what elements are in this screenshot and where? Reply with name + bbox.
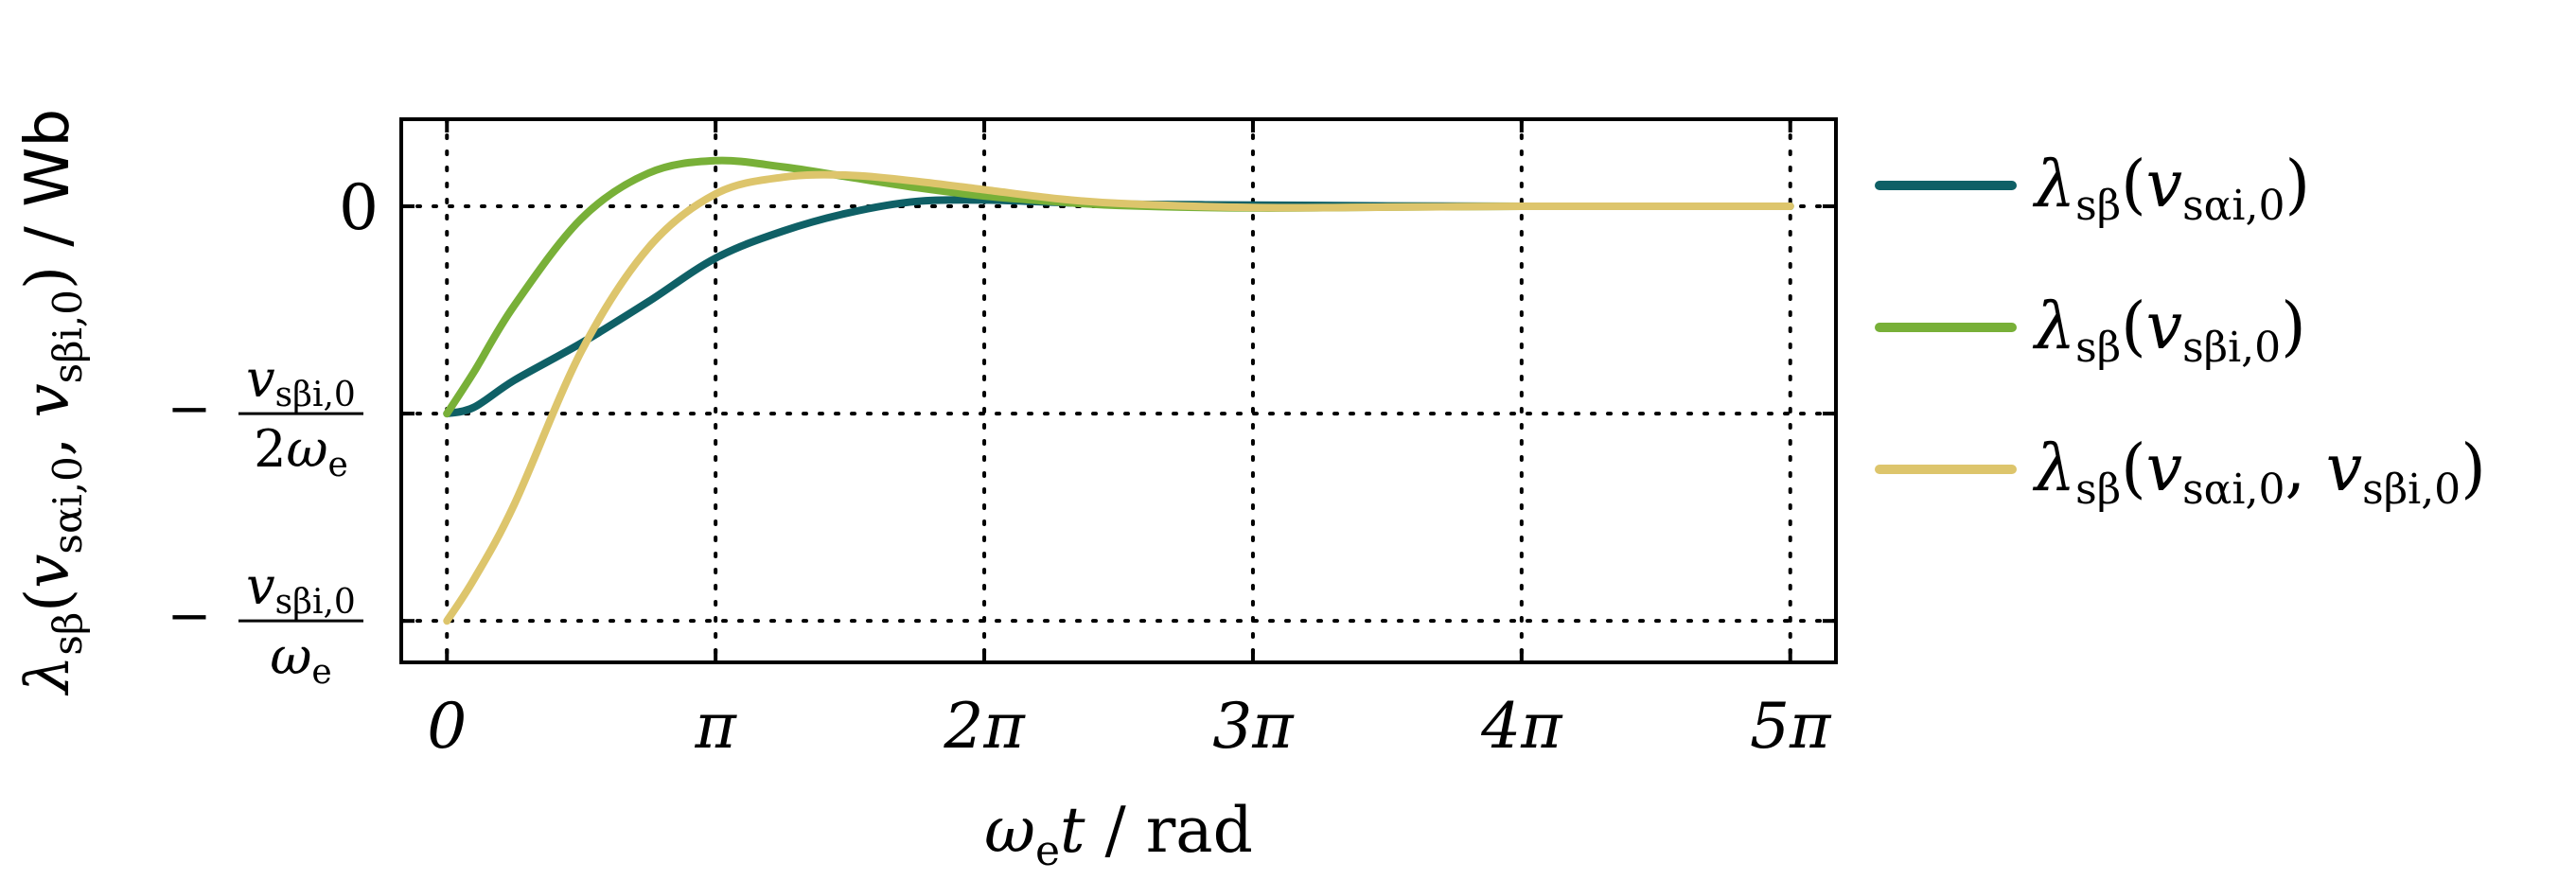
x-tick-label: 2π (943, 690, 1026, 763)
x-tick-label: 5π (1750, 690, 1832, 763)
fraction-minus: − (168, 586, 212, 647)
series-line-2 (443, 156, 1794, 418)
legend-label: λsβ(vsβi,0) (2032, 290, 2306, 372)
series-line-3 (443, 170, 1794, 625)
x-tick-label: π (694, 690, 737, 763)
x-tick-label: 0 (427, 690, 467, 763)
y-tick-label: 0 (339, 171, 379, 244)
legend-entry-3: λsβ(vsαi,0, vsβi,0) (1875, 431, 2486, 514)
fraction-minus: − (168, 378, 212, 440)
y-axis-label: λsβ(vsαi,0, vsβi,0) / Wb (13, 109, 91, 696)
legend-entry-1: λsβ(vsαi,0) (1875, 148, 2310, 230)
fraction-denominator: 2ωe (254, 419, 348, 484)
x-tick-label: 3π (1212, 690, 1295, 763)
plot-frame (399, 117, 1838, 664)
x-tick-label: 4π (1480, 690, 1563, 763)
y-tick-label-fraction: − vsβi,0ωe (168, 556, 363, 692)
legend-label: λsβ(vsαi,0) (2032, 148, 2310, 230)
legend-entry-2: λsβ(vsβi,0) (1875, 290, 2306, 372)
fraction-numerator: vsβi,0 (246, 349, 356, 414)
fraction-denominator: ωe (270, 626, 331, 692)
legend-label: λsβ(vsαi,0, vsβi,0) (2032, 431, 2486, 514)
series-line-1 (443, 196, 1794, 418)
x-axis-label: ωet / rad (984, 794, 1253, 875)
fraction-numerator: vsβi,0 (246, 556, 356, 622)
